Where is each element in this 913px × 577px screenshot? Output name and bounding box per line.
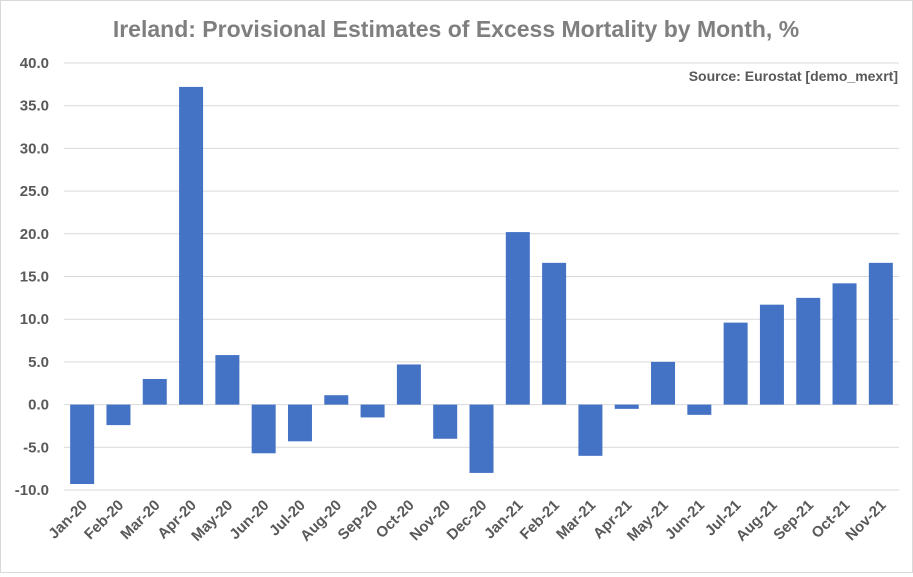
bar-feb-20 xyxy=(106,404,131,426)
y-tick-label: 20.0 xyxy=(20,226,49,243)
bar-sep-21 xyxy=(796,297,821,405)
x-tick-label: Feb-20 xyxy=(81,497,127,543)
bar-apr-20 xyxy=(179,86,204,405)
x-tick-label: Mar-21 xyxy=(553,497,599,543)
x-tick-label: Jun-21 xyxy=(662,497,708,543)
x-axis: Jan-20Feb-20Mar-20Apr-20May-20Jun-20Jul-… xyxy=(45,497,889,545)
bar-jan-21 xyxy=(505,232,530,405)
x-tick-label: Jun-20 xyxy=(226,497,272,543)
y-tick-label: 10.0 xyxy=(20,311,49,328)
bar-jun-20 xyxy=(251,404,276,454)
x-tick-label: Aug-21 xyxy=(733,497,781,545)
x-tick-label: Jan-20 xyxy=(45,497,91,543)
y-tick-label: 25.0 xyxy=(20,183,49,200)
x-tick-label: Mar-20 xyxy=(117,497,163,543)
bar-sep-20 xyxy=(360,404,385,418)
y-tick-label: 15.0 xyxy=(20,269,49,286)
bar-nov-21 xyxy=(868,262,893,405)
source-annotation: Source: Eurostat [demo_mexrt] xyxy=(689,68,898,84)
chart-title: Ireland: Provisional Estimates of Excess… xyxy=(113,16,799,42)
bar-may-20 xyxy=(215,355,240,405)
x-tick-label: May-20 xyxy=(188,497,236,545)
x-tick-label: Jan-21 xyxy=(481,497,527,543)
y-tick-label: 35.0 xyxy=(20,98,49,115)
bar-may-21 xyxy=(651,361,676,405)
bar-aug-20 xyxy=(324,395,349,405)
y-tick-label: 0.0 xyxy=(28,397,49,414)
bar-dec-20 xyxy=(469,404,494,473)
y-tick-label: 5.0 xyxy=(28,354,49,371)
x-tick-label: May-21 xyxy=(624,497,672,545)
x-tick-label: Nov-20 xyxy=(407,497,454,544)
bar-nov-20 xyxy=(433,404,458,439)
bar-oct-21 xyxy=(832,283,857,405)
bar-apr-21 xyxy=(614,404,639,409)
y-axis: -10.0 -5.0 0.0 5.0 10.0 15.0 20.0 25.0 30.0 35.0 4… xyxy=(15,55,49,499)
bar-mar-20 xyxy=(142,378,167,405)
y-tick-label: 30.0 xyxy=(20,140,49,157)
bar-oct-20 xyxy=(396,364,421,405)
x-tick-label: Feb-21 xyxy=(517,497,563,543)
y-tick-label: -10.0 xyxy=(15,482,49,499)
bar-jan-20 xyxy=(70,404,95,485)
x-tick-label: Dec-20 xyxy=(444,497,491,544)
x-tick-label: Sep-20 xyxy=(335,497,382,544)
bars xyxy=(70,86,893,485)
bar-mar-21 xyxy=(578,404,603,456)
bar-jul-21 xyxy=(723,322,748,405)
bar-aug-21 xyxy=(759,304,784,405)
x-tick-label: Aug-20 xyxy=(297,497,345,545)
bar-jun-21 xyxy=(687,404,712,415)
x-tick-label: Sep-21 xyxy=(770,497,817,544)
bar-jul-20 xyxy=(287,404,312,442)
bar-feb-21 xyxy=(542,262,567,405)
y-tick-label: 40.0 xyxy=(20,55,49,72)
y-tick-label: -5.0 xyxy=(23,439,49,456)
gridlines xyxy=(64,62,899,491)
x-tick-label: Nov-21 xyxy=(842,497,889,544)
